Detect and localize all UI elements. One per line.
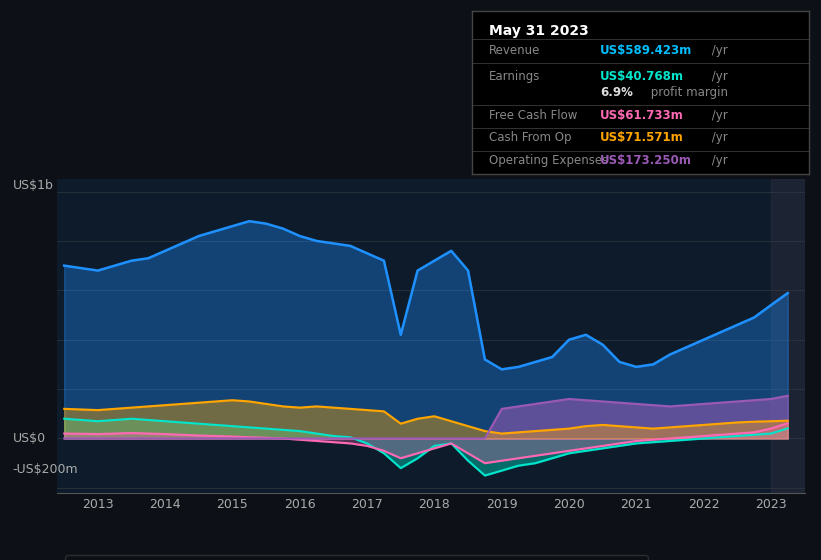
Text: Earnings: Earnings bbox=[489, 69, 540, 83]
Text: May 31 2023: May 31 2023 bbox=[489, 24, 589, 38]
Text: US$589.423m: US$589.423m bbox=[600, 44, 692, 57]
Text: /yr: /yr bbox=[708, 109, 727, 122]
Text: /yr: /yr bbox=[708, 154, 727, 167]
Text: -US$200m: -US$200m bbox=[12, 463, 78, 475]
Text: US$1b: US$1b bbox=[12, 179, 53, 192]
Text: Operating Expenses: Operating Expenses bbox=[489, 154, 608, 167]
Text: US$40.768m: US$40.768m bbox=[600, 69, 684, 83]
Text: US$0: US$0 bbox=[12, 432, 46, 445]
Text: US$71.571m: US$71.571m bbox=[600, 132, 684, 144]
Legend: Revenue, Earnings, Free Cash Flow, Cash From Op, Operating Expenses: Revenue, Earnings, Free Cash Flow, Cash … bbox=[65, 556, 648, 560]
Text: Free Cash Flow: Free Cash Flow bbox=[489, 109, 577, 122]
Text: /yr: /yr bbox=[708, 132, 727, 144]
Text: 6.9%: 6.9% bbox=[600, 86, 633, 99]
Text: US$61.733m: US$61.733m bbox=[600, 109, 684, 122]
Text: profit margin: profit margin bbox=[647, 86, 728, 99]
Text: /yr: /yr bbox=[708, 69, 727, 83]
Bar bbox=[771, 179, 805, 493]
Text: Cash From Op: Cash From Op bbox=[489, 132, 571, 144]
Text: Revenue: Revenue bbox=[489, 44, 540, 57]
Text: US$173.250m: US$173.250m bbox=[600, 154, 692, 167]
Text: /yr: /yr bbox=[708, 44, 727, 57]
